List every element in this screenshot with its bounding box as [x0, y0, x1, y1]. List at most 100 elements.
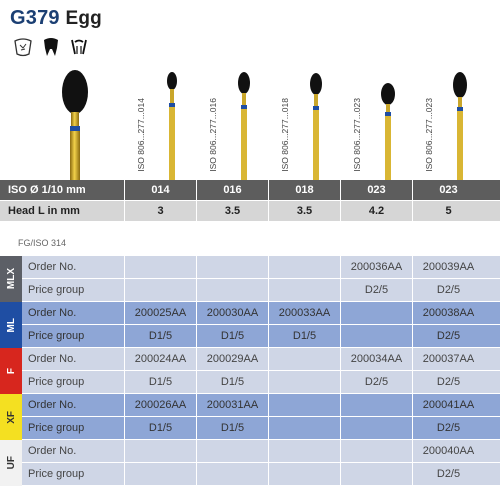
order-number: 200029AA — [196, 348, 268, 370]
price-group: D1/5 — [268, 325, 340, 347]
row-label: Price group — [28, 284, 85, 296]
bur-column: ISO 806...277...014 — [132, 72, 202, 180]
bur-icon — [167, 72, 177, 180]
head-length-row: Head L in mm 3 3.5 3.5 4.2 5 — [0, 201, 500, 222]
order-number — [124, 440, 196, 462]
grit-band: ML — [0, 302, 22, 348]
order-row: Order No. 200040AA — [22, 440, 500, 463]
crown-prep-icon — [71, 39, 87, 55]
iso-diameter-label: ISO Ø 1/10 mm — [8, 184, 86, 196]
grit-band: F — [0, 348, 22, 394]
price-group: D2/5 — [412, 325, 484, 347]
order-number: 200034AA — [340, 348, 412, 370]
price-group: D2/5 — [412, 417, 484, 439]
grit-group-ml: ML Order No. 200025AA 200030AA 200033AA … — [0, 302, 500, 348]
application-icons — [12, 36, 90, 58]
product-code: G379 — [10, 7, 60, 29]
price-group: D2/5 — [340, 371, 412, 393]
order-number — [268, 394, 340, 416]
order-number — [124, 256, 196, 278]
price-group: D1/5 — [124, 417, 196, 439]
iso-code: ISO 806...277...018 — [280, 98, 290, 172]
price-group — [196, 279, 268, 301]
price-group: D1/5 — [196, 325, 268, 347]
order-number — [268, 440, 340, 462]
iso-diameter-value: 023 — [340, 180, 412, 200]
price-group — [268, 279, 340, 301]
price-group — [268, 371, 340, 393]
price-row: Price group D2/5 — [22, 463, 500, 486]
price-group — [124, 463, 196, 485]
price-row: Price group D1/5 D1/5 D2/5 — [22, 417, 500, 440]
price-group: D2/5 — [412, 279, 484, 301]
bur-column: ISO 806...277...023 — [348, 72, 418, 180]
price-group — [340, 417, 412, 439]
order-number: 200038AA — [412, 302, 484, 324]
order-row: Order No. 200025AA 200030AA 200033AA 200… — [22, 302, 500, 325]
iso-diameter-value: 014 — [124, 180, 196, 200]
iso-diameter-value: 023 — [412, 180, 484, 200]
order-number: 200040AA — [412, 440, 484, 462]
order-number: 200039AA — [412, 256, 484, 278]
order-grid: MLX Order No. 200036AA 200039AA Price gr… — [0, 256, 500, 486]
bur-column: ISO 806...277...018 — [276, 72, 346, 180]
price-group: D2/5 — [412, 463, 484, 485]
bur-icon — [238, 72, 250, 180]
price-group — [124, 279, 196, 301]
row-label: Order No. — [28, 445, 77, 457]
bur-large-illustration — [62, 70, 88, 180]
grit-band: MLX — [0, 256, 22, 302]
order-number: 200030AA — [196, 302, 268, 324]
grit-band: UF — [0, 440, 22, 486]
order-number — [196, 256, 268, 278]
bur-column: ISO 806...277...016 — [204, 72, 274, 180]
price-group: D2/5 — [412, 371, 484, 393]
price-row: Price group D2/5 D2/5 — [22, 279, 500, 302]
price-group: D1/5 — [196, 371, 268, 393]
grit-group-uf: UF Order No. 200040AA Price group D2/5 — [0, 440, 500, 486]
row-label: Order No. — [28, 399, 77, 411]
row-label: Order No. — [28, 307, 77, 319]
price-row: Price group D1/5 D1/5 D2/5 D2/5 — [22, 371, 500, 394]
order-row: Order No. 200026AA 200031AA 200041AA — [22, 394, 500, 417]
order-number — [340, 394, 412, 416]
head-length-value: 3.5 — [196, 201, 268, 221]
bur-column: ISO 806...277...023 — [420, 72, 490, 180]
price-group: D1/5 — [124, 371, 196, 393]
price-group — [340, 325, 412, 347]
order-row: Order No. 200024AA 200029AA 200034AA 200… — [22, 348, 500, 371]
order-number — [268, 348, 340, 370]
molar-icon — [44, 38, 58, 56]
grit-group-xf: XF Order No. 200026AA 200031AA 200041AA … — [0, 394, 500, 440]
order-number — [340, 440, 412, 462]
row-label: Order No. — [28, 353, 77, 365]
grit-group-f: F Order No. 200024AA 200029AA 200034AA 2… — [0, 348, 500, 394]
price-group — [340, 463, 412, 485]
iso-code: ISO 806...277...014 — [136, 98, 146, 172]
order-number: 200033AA — [268, 302, 340, 324]
grit-band: XF — [0, 394, 22, 440]
order-number: 200036AA — [340, 256, 412, 278]
row-label: Price group — [28, 468, 85, 480]
order-number: 200037AA — [412, 348, 484, 370]
head-length-value: 4.2 — [340, 201, 412, 221]
row-label: Order No. — [28, 261, 77, 273]
bur-icon — [381, 83, 395, 180]
iso-code: ISO 806...277...023 — [352, 98, 362, 172]
price-group — [268, 417, 340, 439]
price-row: Price group D1/5 D1/5 D1/5 D2/5 — [22, 325, 500, 348]
order-number: 200025AA — [124, 302, 196, 324]
bur-illustrations: ISO 806...277...014 ISO 806...277...016 … — [0, 72, 500, 180]
iso-code: ISO 806...277...023 — [424, 98, 434, 172]
head-length-value: 5 — [412, 201, 484, 221]
price-group — [196, 463, 268, 485]
bur-icon — [453, 72, 467, 180]
head-length-value: 3 — [124, 201, 196, 221]
order-number: 200031AA — [196, 394, 268, 416]
product-name: Egg — [65, 8, 102, 29]
price-group — [268, 463, 340, 485]
order-number: 200041AA — [412, 394, 484, 416]
row-label: Price group — [28, 330, 85, 342]
price-group: D1/5 — [124, 325, 196, 347]
order-number — [340, 302, 412, 324]
